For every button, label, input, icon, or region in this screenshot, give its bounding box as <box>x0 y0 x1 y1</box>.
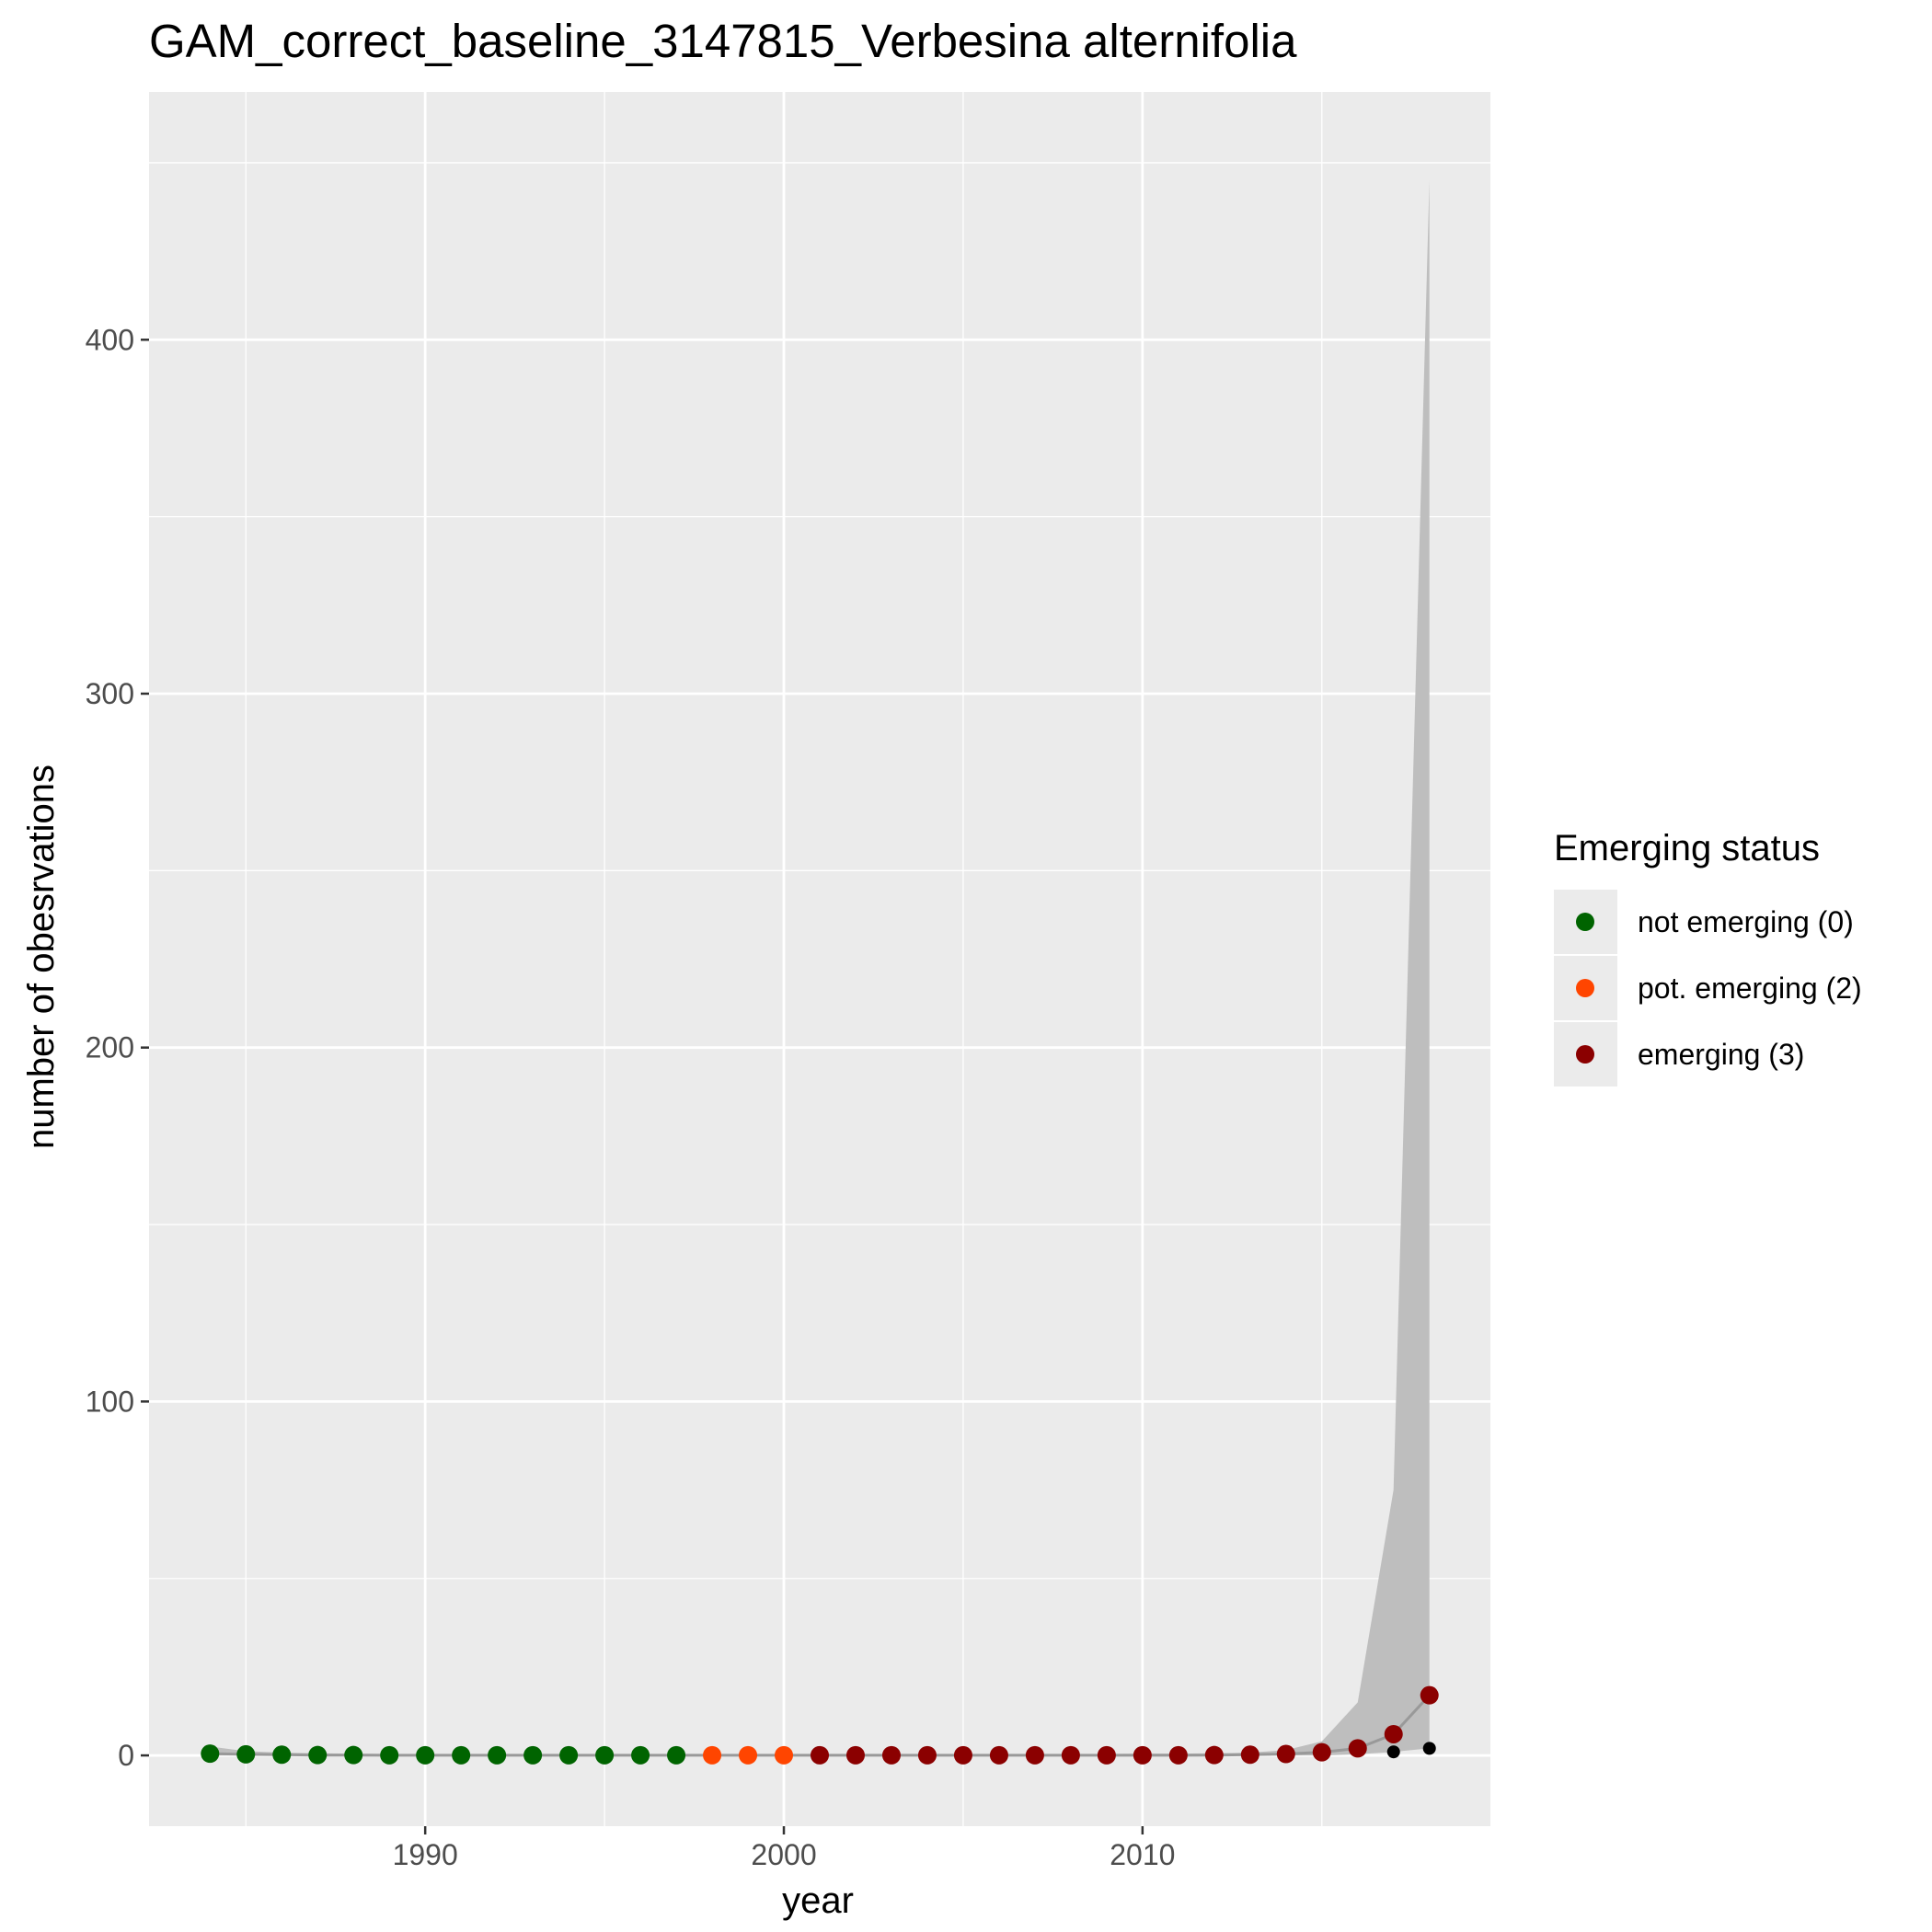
legend-title: Emerging status <box>1554 828 1820 868</box>
observed-point <box>1386 1745 1400 1759</box>
data-point-status-3 <box>953 1745 972 1765</box>
y-tick-label: 0 <box>118 1739 134 1772</box>
y-axis-title: number of obesrvations <box>21 765 62 1149</box>
data-point-status-0 <box>236 1744 256 1764</box>
data-point-status-0 <box>559 1745 579 1765</box>
data-point-status-0 <box>272 1745 292 1765</box>
data-point-status-0 <box>201 1744 220 1764</box>
data-point-status-0 <box>452 1745 471 1765</box>
data-point-status-3 <box>1384 1724 1403 1743</box>
data-point-status-3 <box>1240 1745 1259 1765</box>
data-point-status-3 <box>1133 1745 1152 1765</box>
data-point-status-3 <box>1420 1685 1439 1705</box>
data-point-status-3 <box>1276 1744 1295 1764</box>
data-point-status-3 <box>845 1745 865 1765</box>
observed-points-layer <box>1386 1742 1436 1759</box>
observed-point <box>1422 1742 1436 1755</box>
y-tick-label: 400 <box>86 323 134 356</box>
data-point-status-3 <box>1061 1745 1080 1765</box>
data-point-status-2 <box>739 1745 758 1765</box>
data-point-status-3 <box>917 1745 937 1765</box>
data-point-status-2 <box>775 1745 794 1765</box>
status-points-layer <box>201 1685 1439 1765</box>
data-point-status-3 <box>1348 1739 1367 1758</box>
data-point-status-0 <box>344 1745 363 1765</box>
y-tick-label: 100 <box>86 1385 134 1418</box>
legend-label: pot. emerging (2) <box>1638 972 1862 1005</box>
data-point-status-0 <box>667 1745 686 1765</box>
data-point-status-3 <box>1097 1745 1116 1765</box>
data-point-status-0 <box>595 1745 615 1765</box>
data-point-status-3 <box>881 1745 901 1765</box>
legend-key-swatch <box>1576 979 1594 997</box>
legend-key-swatch <box>1576 913 1594 931</box>
data-point-status-0 <box>416 1745 435 1765</box>
legend: Emerging status not emerging (0) pot. eme… <box>1554 828 1862 1087</box>
y-axis: 0 100 200 300 400 <box>86 323 149 1772</box>
chart-title: GAM_correct_baseline_3147815_Verbesina a… <box>149 15 1297 67</box>
x-tick-label: 1990 <box>393 1838 458 1871</box>
x-tick-label: 2010 <box>1110 1838 1175 1871</box>
x-axis-title: year <box>782 1880 854 1921</box>
data-point-status-3 <box>1025 1745 1044 1765</box>
data-point-status-3 <box>1168 1745 1188 1765</box>
data-point-status-3 <box>989 1745 1008 1765</box>
data-point-status-3 <box>811 1745 829 1765</box>
data-point-status-0 <box>308 1745 328 1765</box>
data-point-status-3 <box>1312 1742 1331 1762</box>
y-tick-label: 300 <box>86 677 134 710</box>
y-tick-label: 200 <box>86 1031 134 1064</box>
data-point-status-3 <box>1204 1745 1224 1765</box>
data-point-status-0 <box>523 1745 543 1765</box>
x-axis: 1990 2000 2010 <box>393 1826 1175 1871</box>
legend-key-swatch <box>1576 1045 1594 1064</box>
minor-gridlines <box>149 92 1490 1826</box>
data-point-status-2 <box>703 1745 722 1765</box>
data-point-status-0 <box>488 1745 507 1765</box>
plot-panel <box>149 92 1490 1826</box>
legend-label: emerging (3) <box>1638 1038 1804 1071</box>
data-point-status-0 <box>631 1745 650 1765</box>
data-point-status-0 <box>380 1745 399 1765</box>
legend-label: not emerging (0) <box>1638 905 1854 938</box>
x-tick-label: 2000 <box>751 1838 816 1871</box>
